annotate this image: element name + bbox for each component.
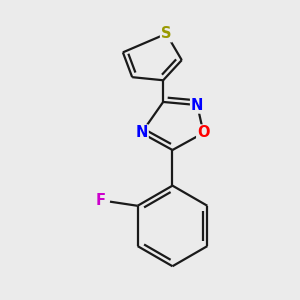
Text: N: N <box>191 98 203 112</box>
Text: F: F <box>96 193 106 208</box>
Text: S: S <box>161 26 172 41</box>
Text: N: N <box>135 125 148 140</box>
Text: O: O <box>197 125 210 140</box>
